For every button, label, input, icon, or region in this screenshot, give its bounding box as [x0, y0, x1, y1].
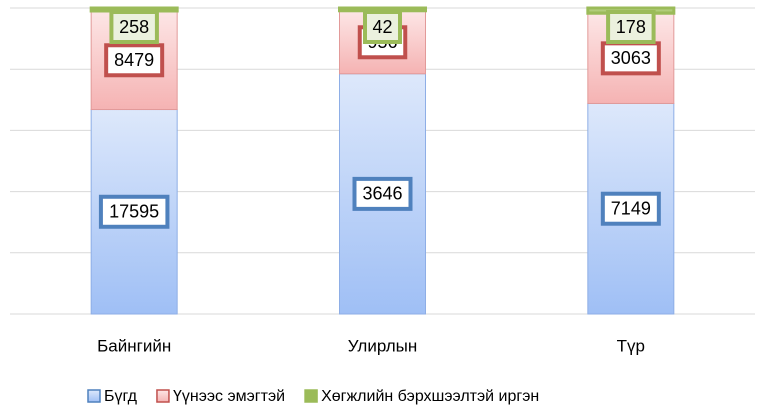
data-label: 178 [616, 17, 646, 37]
data-label: 258 [119, 17, 149, 37]
data-label: 17595 [109, 202, 159, 222]
data-label-box [606, 10, 656, 44]
x-tick-label: Түр [617, 336, 645, 355]
data-label-box [600, 41, 661, 76]
data-label-box [363, 10, 402, 44]
data-label-box [352, 176, 413, 211]
legend-label: Үүнээс эмэгтэй [173, 388, 285, 405]
data-label-box [98, 194, 170, 229]
data-label: 8479 [114, 50, 154, 70]
data-label: 7149 [611, 198, 651, 218]
data-label-box [104, 43, 165, 78]
x-tick-label: Улирлын [348, 336, 417, 355]
legend-label: Бүгд [104, 388, 138, 405]
data-label: 42 [372, 17, 392, 37]
legend-label: Хөгжлийн бэрхшээлтэй иргэн [321, 388, 539, 405]
data-label-box [109, 10, 159, 44]
data-label: 3646 [362, 184, 402, 204]
legend-swatch [156, 389, 170, 403]
data-label-box [600, 191, 661, 226]
legend-swatch [304, 389, 318, 403]
x-tick-label: Байнгийн [97, 336, 171, 355]
data-label: 3063 [611, 48, 651, 68]
legend-swatch [87, 389, 101, 403]
